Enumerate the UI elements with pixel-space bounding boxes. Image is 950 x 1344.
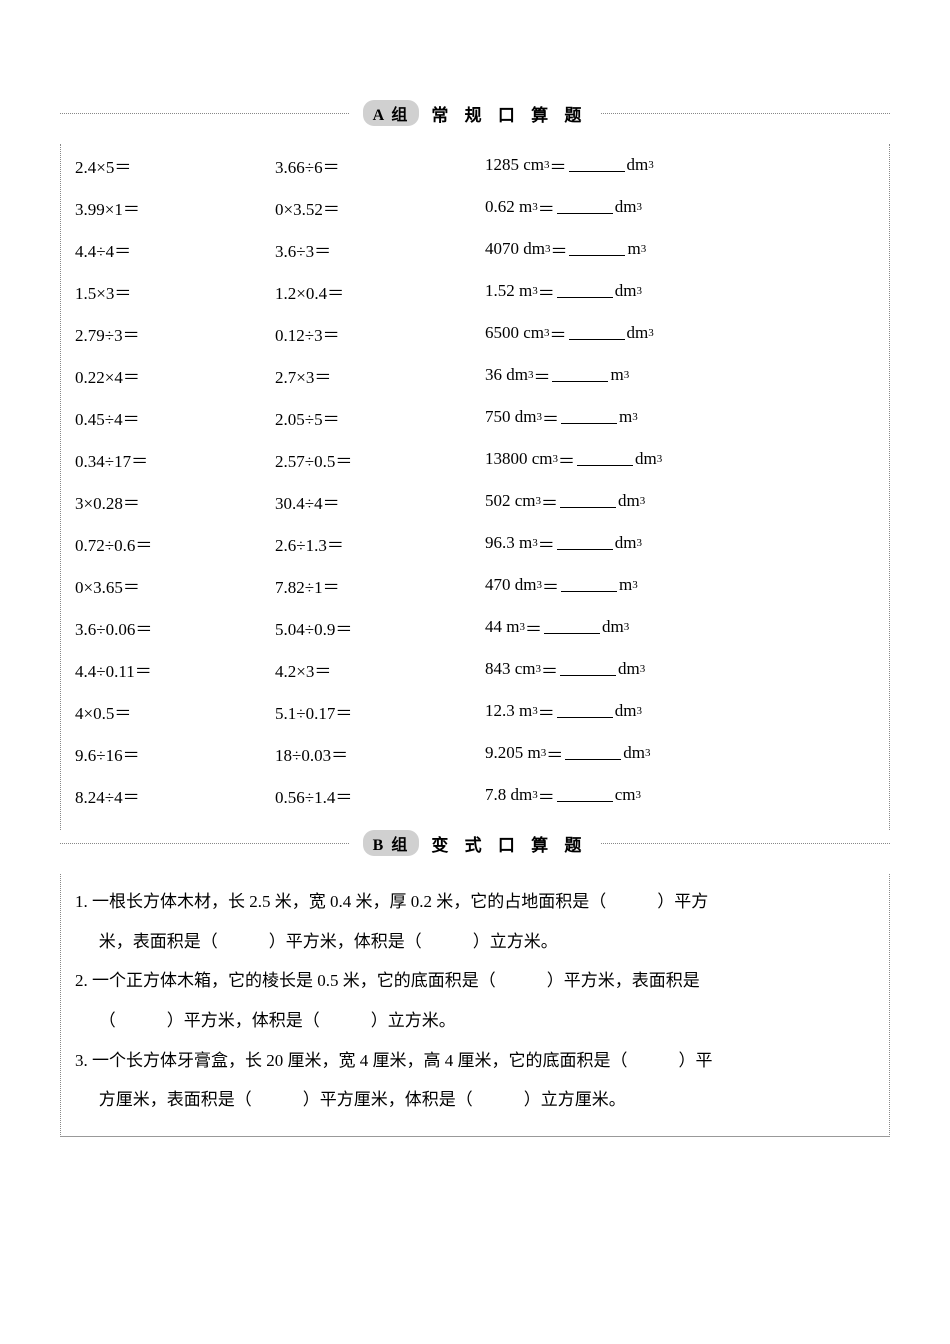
math-expression: 0.34÷17＝ [71,438,271,480]
unit-conversion: 0.62 m3 ＝ dm3 [481,186,879,228]
math-expression: 4×0.5＝ [71,690,271,732]
math-expression: 30.4÷4＝ [271,480,481,522]
math-expression: 0×3.65＝ [71,564,271,606]
answer-blank[interactable] [544,620,600,634]
math-expression: 1.2×0.4＝ [271,270,481,312]
math-expression: 4.4÷0.11＝ [71,648,271,690]
answer-blank[interactable] [561,410,617,424]
answer-blank[interactable] [560,662,616,676]
math-expression: 0.45÷4＝ [71,396,271,438]
answer-blank[interactable] [557,704,613,718]
problem-1-line-1: 1. 一根长方体木材，长 2.5 米，宽 0.4 米，厚 0.2 米，它的占地面… [75,884,875,920]
answer-blank[interactable] [569,242,625,256]
math-expression: 2.4×5＝ [71,144,271,186]
answer-blank[interactable] [560,494,616,508]
math-expression: 0.12÷3＝ [271,312,481,354]
math-expression: 3.99×1＝ [71,186,271,228]
problem-1-line-2: 米，表面积是（ ）平方米，体积是（ ）立方米。 [75,924,875,960]
answer-blank[interactable] [569,158,625,172]
math-expression: 0×3.52＝ [271,186,481,228]
unit-conversion: 1.52 m3 ＝ dm3 [481,270,879,312]
unit-conversion: 13800 cm3 ＝ dm3 [481,438,879,480]
math-expression: 0.72÷0.6＝ [71,522,271,564]
answer-blank[interactable] [557,284,613,298]
header-title-box: A 组 常 规 口 算 题 [349,100,602,126]
problem-2-line-2: （ ）平方米，体积是（ ）立方米。 [75,1003,875,1039]
math-expression: 2.7×3＝ [271,354,481,396]
math-expression: 3.6÷3＝ [271,228,481,270]
math-expression: 2.6÷1.3＝ [271,522,481,564]
section-b-title: 变 式 口 算 题 [431,831,587,856]
math-expression: 2.79÷3＝ [71,312,271,354]
problem-3-line-2: 方厘米，表面积是（ ）平方厘米，体积是（ ）立方厘米。 [75,1082,875,1118]
worksheet: A 组 常 规 口 算 题 2.4×5＝3.99×1＝4.4÷4＝1.5×3＝2… [60,100,890,1137]
answer-blank[interactable] [557,788,613,802]
unit-conversion: 96.3 m3 ＝ dm3 [481,522,879,564]
math-expression: 5.04÷0.9＝ [271,606,481,648]
header-line-left [60,113,349,114]
problem-2-line-1: 2. 一个正方体木箱，它的棱长是 0.5 米，它的底面积是（ ）平方米，表面积是 [75,963,875,999]
answer-blank[interactable] [557,536,613,550]
column-3: 1285 cm3 ＝ dm30.62 m3 ＝ dm34070 dm3 ＝ m3… [481,144,879,816]
unit-conversion: 470 dm3 ＝ m3 [481,564,879,606]
unit-conversion: 6500 cm3 ＝ dm3 [481,312,879,354]
unit-conversion: 502 cm3 ＝ dm3 [481,480,879,522]
section-b-header: B 组 变 式 口 算 题 [60,830,890,856]
unit-conversion: 843 cm3 ＝ dm3 [481,648,879,690]
header-line-left [60,843,349,844]
answer-blank[interactable] [569,326,625,340]
math-expression: 0.56÷1.4＝ [271,774,481,816]
math-expression: 0.22×4＝ [71,354,271,396]
unit-conversion: 750 dm3 ＝ m3 [481,396,879,438]
unit-conversion: 1285 cm3 ＝ dm3 [481,144,879,186]
math-expression: 3.6÷0.06＝ [71,606,271,648]
answer-blank[interactable] [552,368,608,382]
section-b-badge: B 组 [363,830,420,856]
column-1: 2.4×5＝3.99×1＝4.4÷4＝1.5×3＝2.79÷3＝0.22×4＝0… [71,144,271,816]
unit-conversion: 7.8 dm3 ＝ cm3 [481,774,879,816]
answer-blank[interactable] [557,200,613,214]
header-line-right [601,113,890,114]
math-expression: 18÷0.03＝ [271,732,481,774]
section-a-grid: 2.4×5＝3.99×1＝4.4÷4＝1.5×3＝2.79÷3＝0.22×4＝0… [60,144,890,830]
math-expression: 2.05÷5＝ [271,396,481,438]
section-a-badge: A 组 [363,100,420,126]
unit-conversion: 4070 dm3 ＝ m3 [481,228,879,270]
math-expression: 4.2×3＝ [271,648,481,690]
section-a-header: A 组 常 规 口 算 题 [60,100,890,126]
column-2: 3.66÷6＝0×3.52＝3.6÷3＝1.2×0.4＝0.12÷3＝2.7×3… [271,144,481,816]
math-expression: 2.57÷0.5＝ [271,438,481,480]
math-expression: 8.24÷4＝ [71,774,271,816]
answer-blank[interactable] [577,452,633,466]
section-b-content: 1. 一根长方体木材，长 2.5 米，宽 0.4 米，厚 0.2 米，它的占地面… [60,874,890,1137]
math-expression: 7.82÷1＝ [271,564,481,606]
math-expression: 5.1÷0.17＝ [271,690,481,732]
header-line-right [601,843,890,844]
answer-blank[interactable] [565,746,621,760]
math-expression: 1.5×3＝ [71,270,271,312]
unit-conversion: 36 dm3 ＝ m3 [481,354,879,396]
unit-conversion: 12.3 m3 ＝ dm3 [481,690,879,732]
unit-conversion: 44 m3 ＝ dm3 [481,606,879,648]
problem-3-line-1: 3. 一个长方体牙膏盒，长 20 厘米，宽 4 厘米，高 4 厘米，它的底面积是… [75,1043,875,1079]
math-expression: 3.66÷6＝ [271,144,481,186]
math-expression: 3×0.28＝ [71,480,271,522]
answer-blank[interactable] [561,578,617,592]
header-title-box: B 组 变 式 口 算 题 [349,830,602,856]
section-a-title: 常 规 口 算 题 [431,101,587,126]
unit-conversion: 9.205 m3 ＝ dm3 [481,732,879,774]
math-expression: 4.4÷4＝ [71,228,271,270]
math-expression: 9.6÷16＝ [71,732,271,774]
